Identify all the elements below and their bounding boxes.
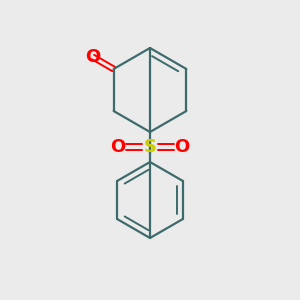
Text: O: O — [174, 138, 190, 156]
Text: S: S — [143, 138, 157, 156]
Text: O: O — [85, 48, 100, 66]
Text: O: O — [110, 138, 126, 156]
